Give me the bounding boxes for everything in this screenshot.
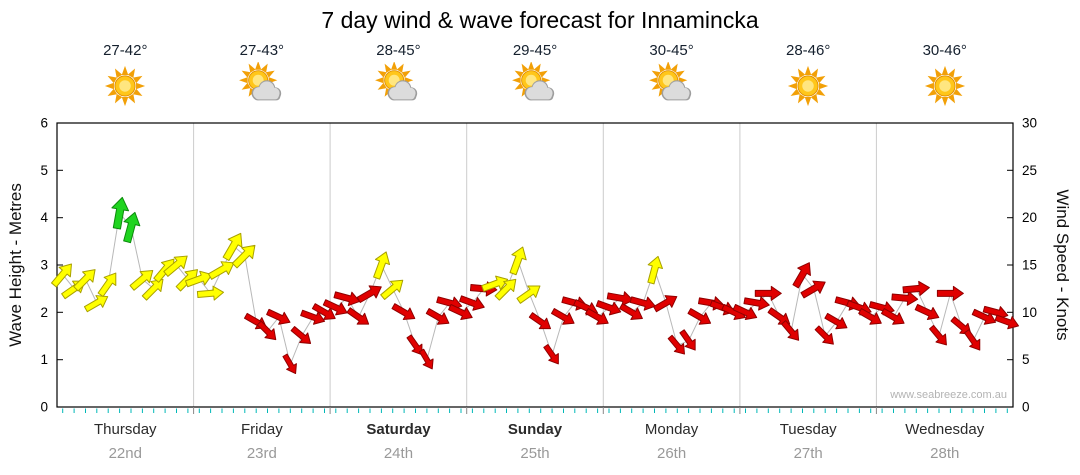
svg-text:0: 0 bbox=[1022, 400, 1030, 415]
day-date: 26th bbox=[657, 445, 687, 462]
svg-text:10: 10 bbox=[1022, 305, 1037, 320]
day-date: 27th bbox=[793, 445, 823, 462]
svg-text:2: 2 bbox=[40, 305, 48, 320]
svg-text:1: 1 bbox=[40, 352, 48, 367]
day-label: Friday bbox=[241, 421, 283, 438]
page-title: 7 day wind & wave forecast for Innaminck… bbox=[321, 7, 759, 33]
day-date-row: 22nd 23rd 24th 25th 26th 27th 28th bbox=[57, 445, 1013, 462]
day-temp: 28-45° bbox=[376, 42, 421, 59]
day-date: 24th bbox=[383, 445, 414, 462]
svg-text:5: 5 bbox=[1022, 352, 1030, 367]
day-label: Thursday bbox=[94, 421, 157, 438]
day-date: 28th bbox=[930, 445, 960, 462]
svg-text:6: 6 bbox=[40, 116, 48, 131]
day-label: Wednesday bbox=[905, 421, 985, 438]
day-temp: 30-46° bbox=[922, 42, 967, 59]
day-temp: 30-45° bbox=[649, 42, 694, 59]
right-axis-title: Wind Speed - Knots bbox=[1053, 189, 1072, 341]
day-label: Monday bbox=[644, 421, 699, 438]
svg-text:4: 4 bbox=[40, 210, 48, 225]
svg-text:20: 20 bbox=[1022, 210, 1037, 225]
svg-text:3: 3 bbox=[40, 258, 48, 273]
day-date: 25th bbox=[520, 445, 550, 462]
day-temp: 28-46° bbox=[785, 42, 831, 59]
svg-text:www.seabreeze.com.au: www.seabreeze.com.au bbox=[889, 389, 1007, 401]
svg-text:5: 5 bbox=[40, 163, 48, 178]
day-label: Tuesday bbox=[779, 421, 837, 438]
day-temp: 27-43° bbox=[239, 42, 285, 59]
day-temp: 29-45° bbox=[512, 42, 558, 59]
day-name-row: Thursday Friday Saturday Sunday Monday T… bbox=[57, 421, 1013, 438]
svg-text:25: 25 bbox=[1022, 163, 1037, 178]
day-date: 22nd bbox=[108, 445, 142, 462]
day-label: Saturday bbox=[366, 421, 431, 438]
left-axis-title: Wave Height - Metres bbox=[6, 183, 25, 347]
svg-text:15: 15 bbox=[1022, 258, 1037, 273]
day-label: Sunday bbox=[507, 421, 563, 438]
svg-text:0: 0 bbox=[40, 400, 48, 415]
day-temp: 27-42° bbox=[103, 42, 148, 59]
day-date: 23rd bbox=[246, 445, 277, 462]
temperature-row: 27-42° 27-43° 28-45° 29-45° 30-45° 28-46… bbox=[57, 42, 1013, 59]
svg-text:30: 30 bbox=[1022, 116, 1037, 131]
